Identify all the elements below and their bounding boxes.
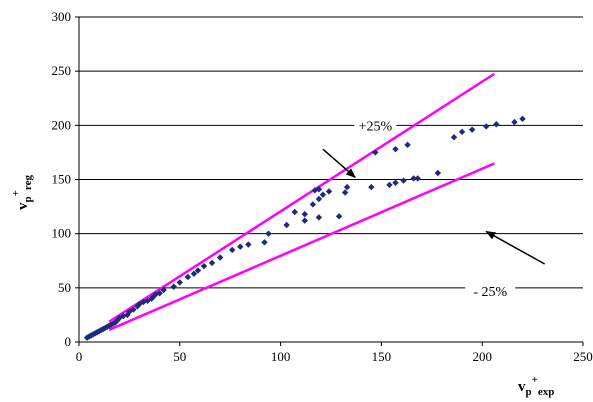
y-tick-label: 100 (52, 226, 72, 241)
data-point (176, 279, 183, 286)
data-point (325, 188, 333, 195)
data-point (261, 239, 268, 246)
tick-labels: 0 50 100 150 200 250 300 0 50 100 150 200 250 (52, 9, 593, 364)
data-point (493, 121, 500, 128)
annotations: +25% - 25% (322, 116, 546, 301)
data-point (120, 312, 127, 320)
data-points (83, 115, 526, 341)
y-tick-label: 50 (58, 280, 71, 295)
data-point (152, 291, 159, 298)
data-point (301, 210, 308, 218)
y-axis-label: vp+reg (10, 175, 34, 210)
data-point (386, 181, 393, 189)
data-point (216, 254, 224, 261)
annotation-label: - 25% (473, 285, 507, 300)
x-tick-label: 200 (472, 349, 492, 364)
reference-lines (108, 72, 495, 331)
x-tick-label: 0 (76, 349, 83, 364)
reference-line (108, 162, 495, 331)
data-point (404, 141, 411, 149)
x-tick-label: 250 (573, 349, 593, 364)
annotation-label: +25% (359, 119, 393, 134)
y-tick-label: 0 (65, 334, 72, 349)
data-point (315, 195, 323, 203)
data-point (245, 241, 252, 248)
data-point (400, 177, 407, 184)
data-point (519, 115, 526, 123)
y-tick-label: 150 (52, 172, 72, 187)
axes (75, 16, 584, 346)
data-point (130, 306, 137, 313)
data-point (208, 259, 216, 267)
data-point (237, 243, 244, 250)
data-point (190, 270, 198, 277)
data-point (291, 208, 298, 216)
x-tick-label: 150 (372, 349, 392, 364)
x-axis-label: vp+exp (518, 374, 554, 398)
data-point (184, 273, 192, 281)
data-point (511, 118, 518, 126)
data-point (372, 149, 379, 156)
data-point (335, 213, 343, 220)
data-point (200, 262, 208, 270)
reference-line (108, 72, 495, 323)
data-point (160, 286, 167, 294)
annotation-label-bg (465, 282, 516, 301)
data-point (434, 169, 442, 177)
data-point (458, 128, 466, 136)
data-point (156, 290, 163, 297)
data-point (315, 186, 323, 193)
y-tick-label: 250 (52, 63, 72, 78)
data-point (414, 175, 421, 182)
data-point (229, 246, 236, 254)
data-point (450, 134, 458, 141)
x-tick-label: 100 (271, 349, 291, 364)
data-point (392, 179, 399, 186)
data-point (283, 221, 290, 229)
data-point (343, 183, 351, 191)
annotation-arrow (322, 148, 356, 178)
y-tick-label: 300 (52, 9, 72, 24)
data-point (368, 183, 375, 191)
data-point (170, 283, 177, 290)
annotation-arrow (485, 230, 546, 265)
data-point (265, 230, 272, 237)
data-point (483, 123, 490, 130)
data-point (301, 217, 308, 224)
data-point (410, 175, 417, 182)
data-point (392, 145, 399, 153)
data-point (315, 214, 323, 221)
gridlines (79, 16, 583, 289)
x-tick-label: 50 (173, 349, 186, 364)
data-point (309, 201, 317, 208)
data-point (468, 126, 476, 133)
axis-labels: vp+exp vp+reg (10, 175, 554, 398)
data-point (194, 267, 202, 274)
data-point (319, 191, 327, 198)
data-point (341, 189, 349, 196)
annotation-label-bg (354, 116, 397, 135)
y-tick-label: 200 (52, 117, 72, 132)
